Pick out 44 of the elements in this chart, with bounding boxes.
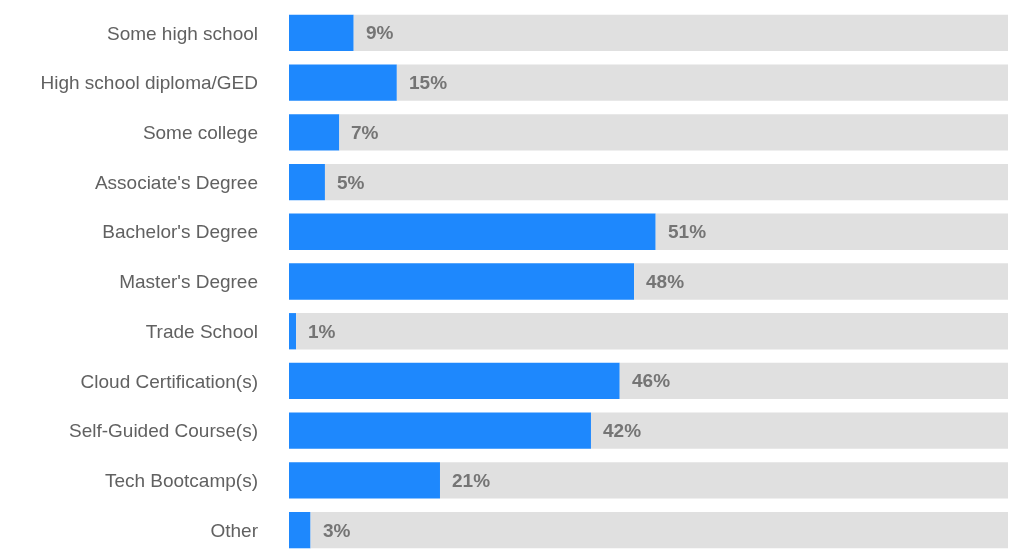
bar xyxy=(289,362,620,400)
data-label: 21% xyxy=(452,470,491,491)
data-label: 46% xyxy=(632,370,671,391)
data-label: 1% xyxy=(308,321,336,342)
y-tick-label: Some college xyxy=(142,121,258,143)
bar xyxy=(634,263,1008,300)
y-tick-label: Other xyxy=(210,519,259,541)
bar xyxy=(353,14,1008,52)
data-label: 7% xyxy=(351,122,379,143)
bar xyxy=(339,114,1008,151)
data-label: 9% xyxy=(366,22,394,43)
bar xyxy=(289,313,297,350)
bar xyxy=(439,462,1008,499)
y-tick-label: Self-Guided Course(s) xyxy=(68,420,258,442)
bar xyxy=(296,313,1008,350)
bar xyxy=(396,64,1008,101)
bar xyxy=(310,511,1008,549)
bar xyxy=(289,511,311,549)
y-tick-label: Some high school xyxy=(106,22,258,44)
y-tick-label: Associate's Degree xyxy=(94,171,258,193)
y-tick-label: Master's Degree xyxy=(119,271,258,293)
data-label: 3% xyxy=(323,520,351,541)
bar xyxy=(289,412,591,449)
y-tick-label: Bachelor's Degree xyxy=(102,221,258,243)
bar xyxy=(289,462,440,499)
bar xyxy=(289,14,354,52)
bar xyxy=(619,362,1008,400)
data-label: 42% xyxy=(603,420,642,441)
bar xyxy=(289,213,656,250)
y-tick-label: High school diploma/GED xyxy=(40,72,258,94)
data-label: 51% xyxy=(668,221,707,242)
bar xyxy=(324,163,1008,201)
bar xyxy=(289,114,340,151)
y-tick-label: Cloud Certification(s) xyxy=(80,370,258,392)
bar xyxy=(655,213,1008,250)
data-label: 48% xyxy=(646,271,685,292)
y-tick-label: Trade School xyxy=(145,320,258,342)
bar xyxy=(289,163,325,201)
bar xyxy=(289,263,635,300)
data-label: 5% xyxy=(337,172,365,193)
bar xyxy=(289,64,397,101)
data-label: 15% xyxy=(409,72,448,93)
y-tick-label: Tech Bootcamp(s) xyxy=(104,470,258,492)
bar xyxy=(590,412,1008,449)
